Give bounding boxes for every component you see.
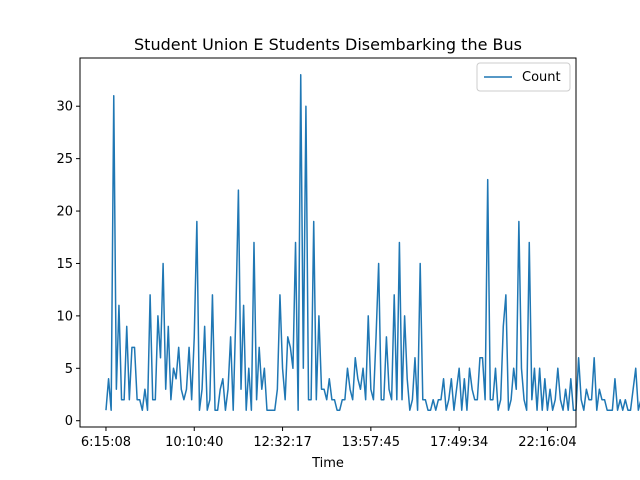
x-tick-label: 17:49:34 <box>430 435 488 450</box>
x-tick-label: 6:15:08 <box>81 435 131 450</box>
y-tick-label: 0 <box>65 414 73 429</box>
y-tick-label: 20 <box>56 205 73 220</box>
x-tick-label: 22:16:04 <box>518 435 576 450</box>
x-tick-label: 13:57:45 <box>342 435 400 450</box>
legend: Count <box>476 62 571 92</box>
plot-frame <box>79 57 577 428</box>
x-tick-label: 12:32:17 <box>253 435 311 450</box>
y-tick-label: 30 <box>56 100 73 115</box>
x-tick-label: 10:10:40 <box>165 435 223 450</box>
legend-box <box>476 62 571 92</box>
x-axis-label: Time <box>311 456 344 471</box>
y-tick-label: 10 <box>56 309 73 324</box>
series-line-count <box>105 74 640 411</box>
legend-label: Count <box>522 70 561 85</box>
y-tick-label: 5 <box>65 362 73 377</box>
y-tick-label: 25 <box>56 152 73 167</box>
chart-title: Student Union E Students Disembarking th… <box>134 35 522 54</box>
y-axis: 0 5 10 15 20 25 30 <box>56 100 80 429</box>
plot-area <box>105 74 640 411</box>
y-tick-label: 15 <box>56 257 73 272</box>
x-axis: 6:15:08 10:10:40 12:32:17 13:57:45 17:49:34 2… <box>81 427 577 450</box>
